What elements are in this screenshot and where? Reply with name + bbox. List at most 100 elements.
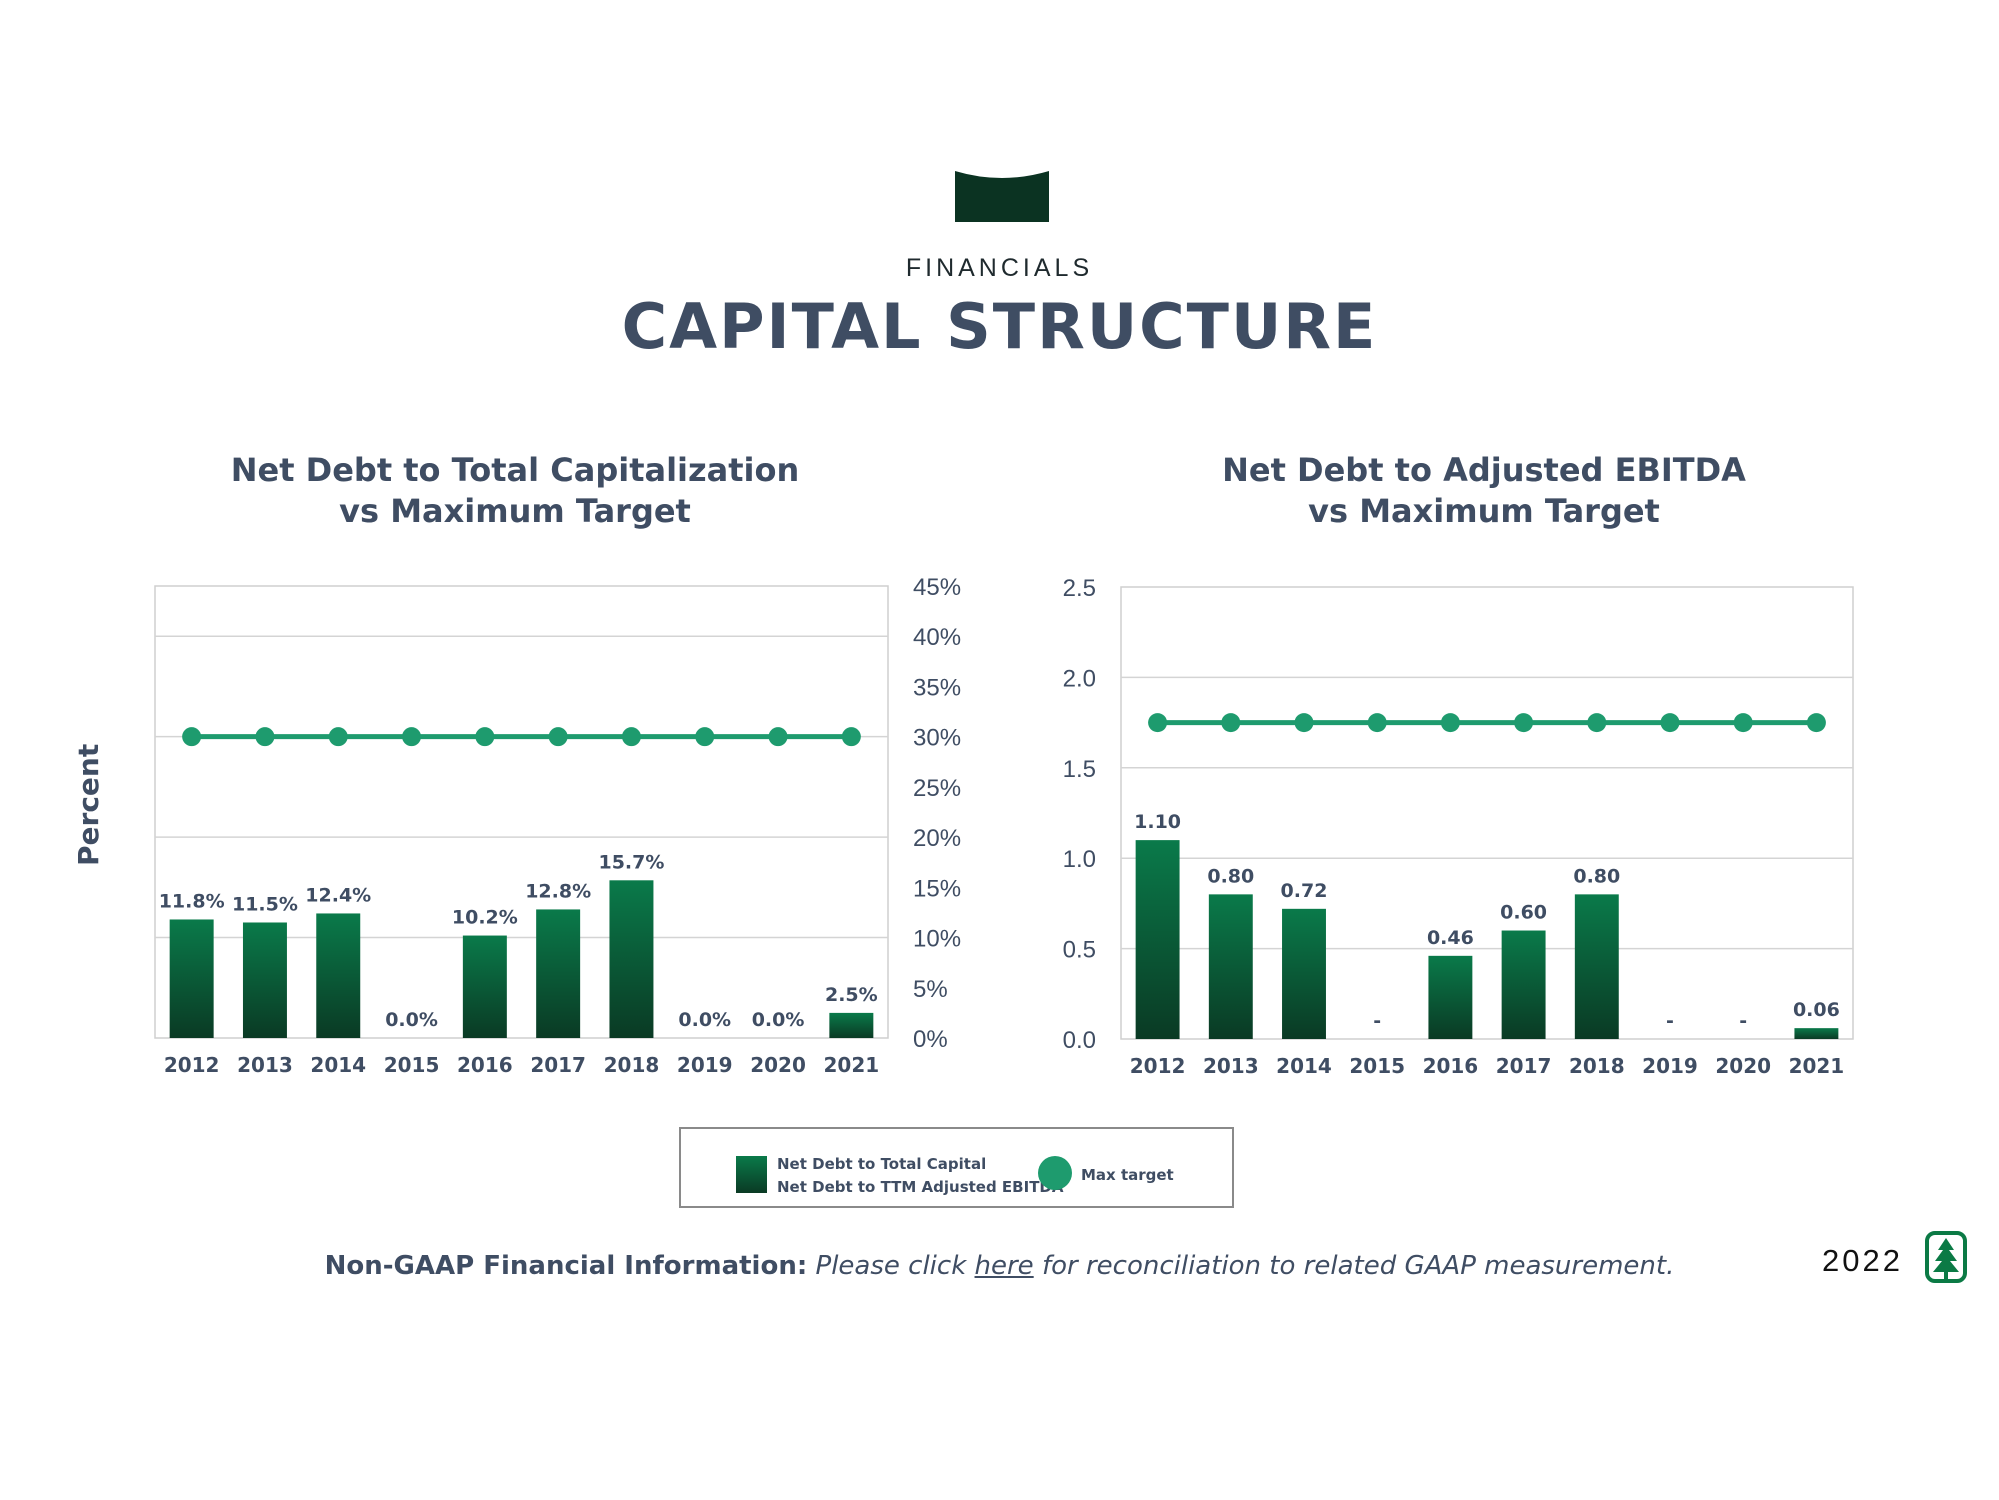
chart-2-bar (1794, 1028, 1839, 1039)
chart-2-data-label: - (1373, 1010, 1381, 1032)
chart-1-y-tick-label: 20% (913, 825, 961, 852)
chart-1-y-tick-label: 25% (913, 775, 961, 802)
chart-1-x-tick-label: 2012 (164, 1053, 220, 1077)
chart-1-target-point (841, 727, 861, 747)
chart-2-data-label: 0.46 (1427, 927, 1474, 949)
chart-1-target-point (695, 727, 715, 747)
chart-1-bar (829, 1012, 874, 1038)
chart-2-x-tick-label: 2013 (1203, 1054, 1259, 1078)
chart-1-x-tick-label: 2019 (677, 1053, 733, 1077)
chart-2-target-point (1587, 713, 1607, 733)
chart-2-data-label: - (1666, 1010, 1674, 1032)
chart-1-target-point (621, 727, 641, 747)
chart-2-target-point (1367, 713, 1387, 733)
non-gaap-footnote: Non-GAAP Financial Information: Please c… (0, 1251, 1999, 1281)
chart-2-bar (1135, 840, 1180, 1039)
chart-2-target-point (1514, 713, 1534, 733)
reconciliation-link[interactable]: here (974, 1251, 1034, 1281)
year-badge: 2022 (1822, 1243, 1903, 1278)
chart-1-data-label: 12.4% (305, 884, 371, 906)
chart-1-x-tick-label: 2017 (530, 1053, 586, 1077)
chart-2-y-tick-label: 1.0 (1063, 846, 1096, 873)
chart-2-target-point (1806, 713, 1826, 733)
chart-2-data-label: 0.06 (1793, 999, 1840, 1021)
chart-1-y-tick-label: 0% (913, 1026, 948, 1053)
chart-2-bar (1282, 908, 1326, 1039)
chart-2-y-tick-label: 2.5 (1063, 575, 1096, 602)
tree-logo-icon (1925, 1231, 1967, 1283)
chart-1-x-tick-label: 2013 (237, 1053, 293, 1077)
chart-1-x-tick-label: 2015 (384, 1053, 440, 1077)
chart-2-target-point (1660, 713, 1680, 733)
chart-2-x-tick-label: 2018 (1569, 1054, 1625, 1078)
chart-2-y-tick-label: 1.5 (1063, 756, 1096, 783)
chart-2-y-tick-label: 0.0 (1063, 1027, 1096, 1054)
chart-2-target-point (1733, 713, 1753, 733)
chart-1-target-point (475, 727, 495, 747)
chart-1-bar (316, 913, 361, 1038)
chart-1-target-point (402, 727, 422, 747)
legend-target-label: Max target (1081, 1166, 1174, 1184)
chart-1-target-point (328, 727, 348, 747)
chart-1-x-tick-label: 2018 (604, 1053, 660, 1077)
chart-2-x-tick-label: 2019 (1642, 1054, 1698, 1078)
chart-2-x-tick-label: 2017 (1496, 1054, 1552, 1078)
chart-1-y-tick-label: 15% (913, 875, 961, 902)
section-eyebrow: FINANCIALS (905, 254, 1094, 282)
legend-bar-swatch (736, 1156, 767, 1193)
chart-1-y-tick-label: 35% (913, 674, 961, 701)
chart-2-x-tick-label: 2020 (1715, 1054, 1771, 1078)
chart-2-bar (1501, 930, 1546, 1039)
chart-1-y-tick-label: 30% (913, 725, 961, 752)
chart-1-data-label: 2.5% (825, 984, 878, 1006)
chart-1-target-point (768, 727, 788, 747)
ribbon-banner-icon (955, 171, 1049, 222)
chart-2-target-point (1440, 713, 1460, 733)
chart-1-data-label: 0.0% (385, 1009, 438, 1031)
chart-2-x-tick-label: 2015 (1349, 1054, 1405, 1078)
chart-1-target-point (182, 727, 202, 747)
chart-1-y-tick-label: 40% (913, 624, 961, 651)
chart-1-x-tick-label: 2021 (824, 1053, 880, 1077)
chart-1-data-label: 11.5% (232, 893, 298, 915)
chart-1-title-line1: Net Debt to Total Capitalization (230, 451, 800, 489)
chart-2-data-label: 0.80 (1573, 865, 1620, 887)
chart-2-x-tick-label: 2021 (1789, 1054, 1845, 1078)
chart-1-title-line2: vs Maximum Target (339, 492, 691, 530)
legend-bar-label-2: Net Debt to TTM Adjusted EBITDA (777, 1178, 1064, 1196)
chart-2-x-tick-label: 2014 (1276, 1054, 1332, 1078)
chart-2-y-tick-label: 2.0 (1063, 665, 1096, 692)
chart-2-y-tick-label: 0.5 (1063, 937, 1096, 964)
chart-1-data-label: 0.0% (678, 1009, 731, 1031)
chart-1-title: Net Debt to Total Capitalization vs Maxi… (155, 450, 875, 532)
page-title: CAPITAL STRUCTURE (621, 290, 1378, 363)
chart-2-bar (1208, 894, 1253, 1039)
chart-1-bar (169, 919, 214, 1038)
chart-1-x-tick-label: 2014 (310, 1053, 366, 1077)
chart-1-target-point (255, 727, 275, 747)
chart-1-y-tick-label: 10% (913, 926, 961, 953)
chart-1-plot-frame (154, 585, 889, 1039)
footnote-italic-post: for reconciliation to related GAAP measu… (1041, 1251, 1675, 1281)
chart-2-data-label: 1.10 (1134, 811, 1181, 833)
chart-2-bar (1574, 894, 1619, 1039)
chart-1-bar (242, 922, 287, 1038)
chart-1-x-tick-label: 2020 (750, 1053, 806, 1077)
chart-1-data-label: 0.0% (752, 1009, 805, 1031)
chart-2-target-point (1221, 713, 1241, 733)
legend-target-marker (1038, 1156, 1072, 1190)
chart-1-data-label: 15.7% (598, 851, 664, 873)
chart-1-target-point (548, 727, 568, 747)
chart-2-data-label: 0.60 (1500, 902, 1547, 924)
chart-2-x-tick-label: 2012 (1130, 1054, 1186, 1078)
chart-2-target-point (1294, 713, 1314, 733)
chart-1-x-tick-label: 2016 (457, 1053, 513, 1077)
chart-2-title-line2: vs Maximum Target (1308, 492, 1660, 530)
chart-2-title: Net Debt to Adjusted EBITDA vs Maximum T… (1124, 450, 1844, 532)
chart-1-data-label: 11.8% (159, 890, 225, 912)
chart-2-data-label: - (1739, 1010, 1747, 1032)
chart-1-data-label: 10.2% (452, 907, 518, 929)
footnote-bold: Non-GAAP Financial Information: (324, 1251, 808, 1281)
chart-2-data-label: 0.72 (1281, 880, 1328, 902)
